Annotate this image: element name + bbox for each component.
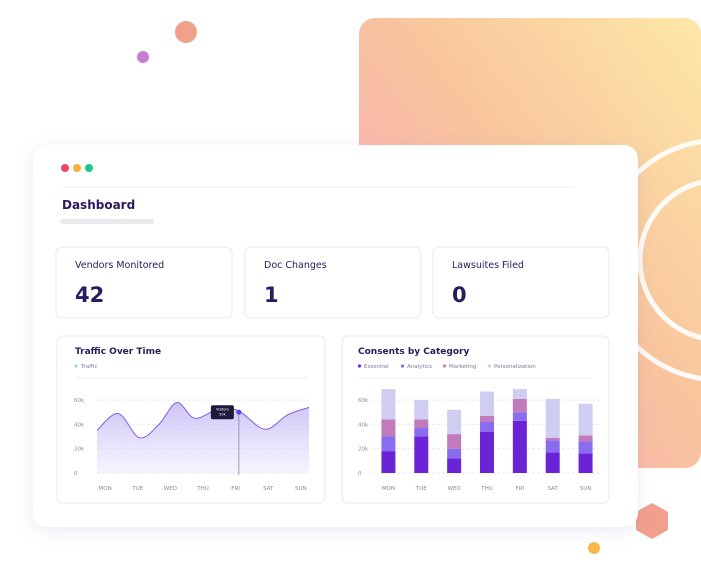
chart-title: Traffic Over Time [75, 347, 161, 357]
bar-segment [512, 420, 527, 473]
y-tick-label: 20k [358, 447, 369, 453]
tooltip-label: Visitors [216, 408, 229, 412]
bar-segment [480, 421, 494, 432]
stat-label: Vendors Monitored [75, 260, 164, 271]
placeholder [60, 219, 154, 224]
x-tick-label: TUE [131, 486, 143, 492]
bar-segment [414, 419, 429, 429]
window-dot[interactable] [61, 164, 69, 172]
legend-marker [487, 364, 492, 368]
legend-label: Marketing [449, 364, 476, 370]
y-tick-label: 0 [358, 471, 362, 477]
stat-card: Doc Changes 1 [244, 246, 422, 319]
x-tick-label: THU [196, 486, 209, 492]
stat-value: 0 [452, 283, 467, 307]
bar-segment [414, 400, 429, 420]
y-tick-label: 40k [74, 422, 85, 428]
bar-segment [480, 415, 494, 422]
legend-label: Analytics [407, 364, 432, 370]
tooltip [210, 405, 234, 420]
y-tick-label: 40k [358, 422, 369, 428]
y-tick-label: 60k [74, 398, 85, 404]
x-tick-label: SAT [263, 486, 274, 492]
bar-segment [578, 403, 593, 436]
area [97, 402, 309, 473]
bar-segment [381, 436, 396, 452]
x-tick-label: SUN [295, 486, 307, 492]
legend-label: Personalization [494, 364, 536, 370]
x-tick-label: FRI [516, 486, 525, 492]
bar-segment [447, 409, 462, 435]
x-tick-label: TUE [415, 486, 427, 492]
bar-segment [480, 431, 494, 473]
x-tick-label: MON [99, 486, 112, 492]
window-dot[interactable] [73, 164, 81, 172]
y-tick-label: 20k [74, 447, 85, 453]
window-dot[interactable] [85, 164, 93, 172]
bar-segment [512, 412, 527, 421]
x-tick-label: FRI [231, 486, 240, 492]
legend-marker [400, 364, 405, 368]
bar-segment [578, 441, 593, 454]
bar-segment [545, 398, 560, 438]
stat-label: Doc Changes [264, 260, 327, 271]
stat-value: 42 [75, 283, 104, 307]
x-tick-label: MON [382, 486, 395, 492]
legend-marker [74, 364, 78, 368]
bar-segment [447, 434, 462, 449]
x-tick-label: SUN [580, 486, 592, 492]
legend-label: Traffic [80, 364, 98, 370]
bar-segment [545, 437, 560, 441]
bar-segment [512, 389, 527, 399]
stat-card: Vendors Monitored 42 [55, 246, 233, 319]
bar-segment [414, 428, 429, 437]
stat-card: Lawsuites Filed 0 [432, 246, 610, 319]
bar-segment [578, 435, 593, 442]
x-tick-label: WED [164, 486, 177, 492]
line [96, 402, 310, 439]
bar-segment [381, 389, 396, 420]
chart-title: Consents by Category [358, 347, 469, 357]
page-title: Dashboard [62, 198, 135, 212]
y-tick-label: 60k [358, 398, 369, 404]
x-tick-label: THU [480, 486, 493, 492]
x-tick-label: SAT [548, 486, 559, 492]
stat-label: Lawsuites Filed [452, 260, 524, 271]
bar-segment [578, 453, 593, 473]
legend-label: Essential [364, 364, 389, 370]
bar-segment [447, 458, 462, 473]
bar-segment [447, 448, 462, 459]
tooltip-value: 50k [219, 413, 226, 417]
y-tick-label: 0 [74, 471, 78, 477]
bar-segment [381, 451, 396, 473]
bar-segment [381, 419, 396, 437]
legend-marker [357, 364, 362, 368]
bar-segment [512, 398, 527, 413]
legend-marker [442, 364, 447, 368]
bar-segment [545, 452, 560, 473]
bar-segment [414, 436, 429, 473]
bar-segment [480, 391, 494, 416]
stat-value: 1 [264, 283, 279, 307]
annotation-point [236, 409, 242, 415]
bar-segment [545, 440, 560, 453]
x-tick-label: WED [448, 486, 461, 492]
